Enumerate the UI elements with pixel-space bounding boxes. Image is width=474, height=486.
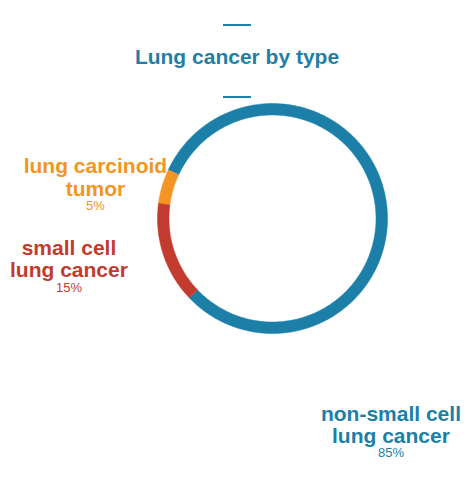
svg-text:small celllung cancer: small celllung cancer bbox=[10, 236, 128, 281]
svg-text:85%: 85% bbox=[378, 445, 404, 460]
svg-text:non-small celllung cancer: non-small celllung cancer bbox=[321, 402, 461, 447]
svg-text:15%: 15% bbox=[56, 280, 82, 295]
svg-text:5%: 5% bbox=[86, 198, 105, 213]
svg-text:lung carcinoidtumor: lung carcinoidtumor bbox=[24, 154, 168, 199]
html-text:Lung cancer by type: Lung cancer by type bbox=[134, 45, 340, 68]
